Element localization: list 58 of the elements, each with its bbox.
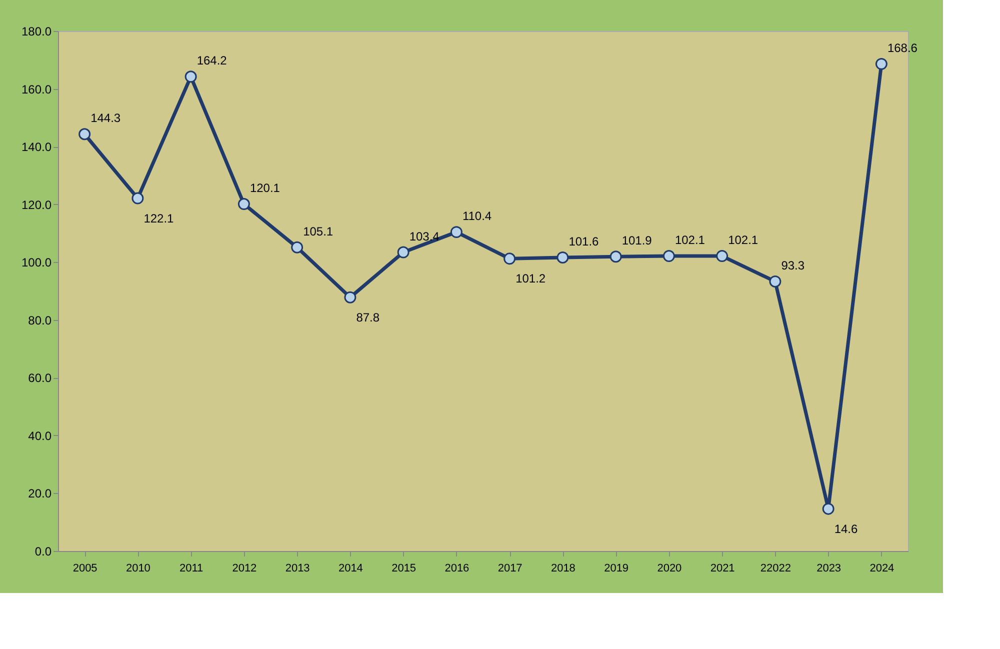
point xyxy=(822,502,834,515)
y-tick-label: 120.0 xyxy=(21,198,52,212)
x-tick-label: 2024 xyxy=(870,562,894,574)
x-tick-label: 2018 xyxy=(550,562,576,574)
y-tick-label: 80.0 xyxy=(28,313,52,328)
point xyxy=(610,250,622,263)
data-label: 144.3 xyxy=(90,111,121,126)
data-label: 168.6 xyxy=(887,40,918,55)
data-label: 120.1 xyxy=(250,181,280,196)
x-tick-label: 2021 xyxy=(710,562,735,574)
data-label: 110.4 xyxy=(462,209,492,224)
data-label: 105.1 xyxy=(303,224,334,238)
point xyxy=(450,226,462,238)
point xyxy=(556,252,569,264)
point xyxy=(344,291,356,304)
point xyxy=(716,250,728,262)
x-tick-label: 2011 xyxy=(179,562,204,574)
data-label: 101.2 xyxy=(516,272,546,286)
x-tick-label: 2017 xyxy=(498,562,522,574)
data-label: 93.3 xyxy=(781,258,805,272)
x-tick-label: 2012 xyxy=(232,562,257,574)
point xyxy=(132,192,144,204)
y-tick-label: 100.0 xyxy=(21,256,52,270)
point xyxy=(78,128,91,140)
x-tick-label: 22022 xyxy=(760,562,791,574)
point xyxy=(769,275,782,288)
point xyxy=(184,70,197,83)
point xyxy=(238,198,250,210)
data-label: 122.1 xyxy=(144,211,174,226)
point xyxy=(397,246,410,258)
point xyxy=(291,241,304,254)
data-label: 102.1 xyxy=(674,233,706,248)
point xyxy=(662,250,675,262)
data-label: 87.8 xyxy=(356,310,380,324)
x-tick-label: 2016 xyxy=(444,562,470,574)
x-tick-label: 2023 xyxy=(816,562,842,574)
y-tick-label: 160.0 xyxy=(21,82,52,96)
data-label: 102.1 xyxy=(728,233,758,248)
y-tick-label: 40.0 xyxy=(28,428,52,443)
y-tick-label: 0.0 xyxy=(34,544,52,558)
x-tick-label: 2013 xyxy=(285,562,310,574)
x-tick-label: 2005 xyxy=(72,562,98,574)
data-label: 14.6 xyxy=(834,522,858,536)
x-tick-label: 2019 xyxy=(604,562,629,574)
point xyxy=(504,252,516,265)
point xyxy=(875,58,888,70)
y-tick-label: 20.0 xyxy=(28,486,52,501)
y-tick-label: 180.0 xyxy=(21,24,52,38)
y-tick-label: 60.0 xyxy=(28,371,52,386)
data-label: 101.9 xyxy=(622,234,652,248)
data-label: 103.4 xyxy=(409,229,440,244)
data-label: 164.2 xyxy=(196,54,228,68)
data-label: 101.6 xyxy=(568,234,600,248)
y-tick-label: 140.0 xyxy=(21,140,52,154)
x-tick-label: 2014 xyxy=(338,562,363,574)
x-tick-label: 2010 xyxy=(126,562,150,574)
x-tick-label: 2015 xyxy=(392,562,416,574)
x-tick-label: 2020 xyxy=(657,562,682,574)
